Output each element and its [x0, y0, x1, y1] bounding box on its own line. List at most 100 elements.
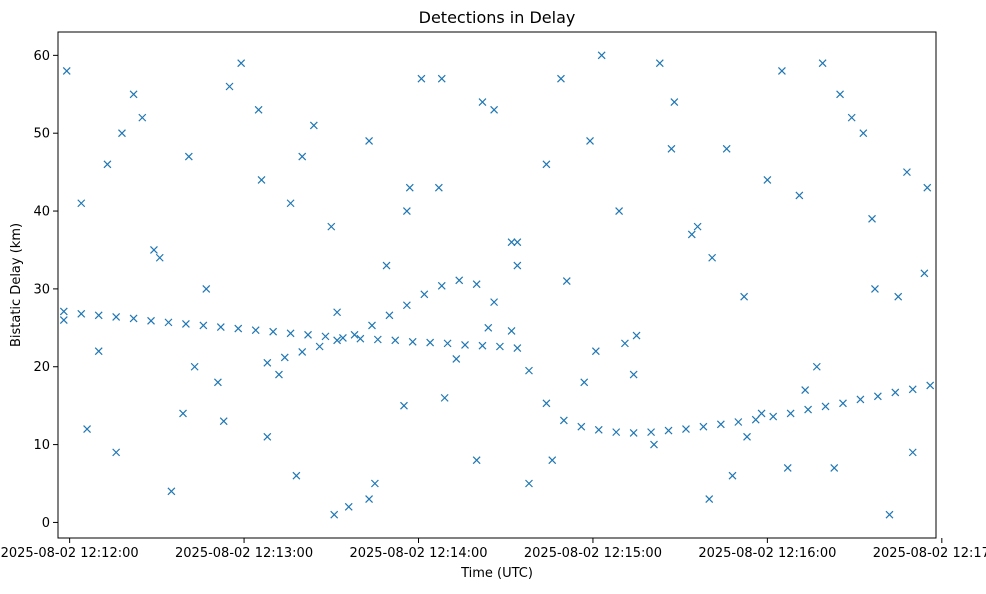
- data-point: [577, 422, 586, 431]
- data-point: [402, 301, 411, 310]
- data-point: [118, 129, 126, 138]
- y-tick-label: 0: [42, 516, 50, 531]
- x-axis-label: Time (UTC): [460, 566, 533, 581]
- data-point: [836, 90, 844, 99]
- data-point: [129, 314, 138, 323]
- data-point: [365, 137, 374, 145]
- y-tick-label: 40: [33, 205, 50, 220]
- data-point: [728, 471, 737, 480]
- data-point: [315, 342, 324, 351]
- data-point: [490, 105, 499, 114]
- data-point: [513, 261, 522, 270]
- data-point: [440, 393, 449, 402]
- data-point: [847, 113, 856, 122]
- data-point: [179, 409, 187, 418]
- data-point: [167, 487, 176, 496]
- x-tick-label: 2025-08-02 12:15:00: [524, 546, 662, 561]
- data-point: [338, 334, 347, 342]
- data-point: [181, 319, 190, 328]
- data-point: [513, 344, 522, 352]
- data-point: [408, 337, 417, 346]
- data-point: [263, 432, 272, 441]
- data-point: [330, 510, 339, 519]
- data-point: [591, 347, 600, 356]
- data-point: [926, 381, 935, 390]
- data-point: [801, 386, 810, 395]
- data-point: [77, 309, 86, 318]
- data-point: [455, 276, 464, 285]
- data-point: [443, 339, 452, 348]
- data-point: [507, 238, 516, 247]
- data-point: [402, 207, 411, 215]
- data-point: [77, 199, 86, 208]
- data-point: [687, 230, 696, 239]
- data-point: [234, 324, 243, 333]
- data-point: [612, 428, 621, 437]
- data-point: [507, 327, 516, 335]
- data-point: [103, 160, 112, 169]
- data-point: [873, 392, 882, 401]
- data-point: [891, 388, 900, 397]
- data-point: [859, 129, 868, 138]
- data-point: [821, 402, 830, 411]
- data-point: [254, 105, 263, 114]
- data-point: [275, 370, 283, 379]
- data-point: [740, 292, 749, 301]
- data-point: [647, 428, 656, 437]
- data-point: [594, 425, 603, 434]
- data-point: [216, 323, 225, 331]
- data-point: [716, 420, 725, 429]
- data-point: [525, 366, 533, 375]
- data-point: [321, 332, 330, 341]
- data-point: [812, 362, 821, 371]
- data-point: [286, 199, 295, 208]
- data-point: [112, 448, 121, 457]
- data-point: [251, 326, 260, 335]
- data-point: [138, 113, 147, 122]
- data-point: [734, 418, 743, 426]
- data-point: [682, 425, 690, 433]
- data-point: [213, 378, 222, 387]
- data-point: [478, 341, 487, 350]
- data-point: [804, 405, 813, 414]
- data-point: [164, 318, 173, 327]
- y-tick-label: 30: [33, 282, 50, 297]
- data-point: [699, 422, 708, 431]
- data-point: [426, 338, 435, 347]
- data-point: [562, 277, 571, 286]
- data-point: [525, 479, 533, 488]
- data-point: [693, 222, 702, 231]
- data-point: [129, 90, 138, 99]
- data-point: [885, 510, 894, 519]
- data-point: [629, 370, 638, 379]
- data-point: [344, 502, 353, 511]
- data-point: [385, 311, 394, 320]
- data-point: [478, 98, 487, 106]
- data-point: [365, 495, 374, 504]
- data-point: [490, 298, 499, 307]
- data-point: [62, 66, 71, 75]
- data-point: [368, 321, 376, 330]
- data-point: [333, 308, 342, 317]
- data-point: [495, 342, 504, 351]
- data-point: [763, 175, 772, 184]
- data-point: [908, 385, 917, 394]
- data-point: [434, 183, 443, 192]
- data-point: [309, 121, 318, 130]
- data-point: [298, 152, 307, 161]
- data-point: [670, 98, 679, 106]
- data-point: [452, 355, 461, 363]
- data-point: [705, 495, 714, 504]
- data-point: [795, 191, 804, 200]
- data-point: [184, 152, 193, 161]
- data-point: [202, 284, 211, 293]
- data-point: [559, 416, 568, 425]
- plot-area: [57, 31, 937, 539]
- x-tick-label: 2025-08-02 12:16:00: [698, 546, 836, 561]
- data-point: [225, 82, 234, 91]
- x-axis: 2025-08-02 12:12:00 2025-08-02 12:13:00 20…: [1, 538, 986, 561]
- x-tick-label: 2025-08-02 12:14:00: [349, 546, 487, 561]
- data-point: [400, 401, 408, 410]
